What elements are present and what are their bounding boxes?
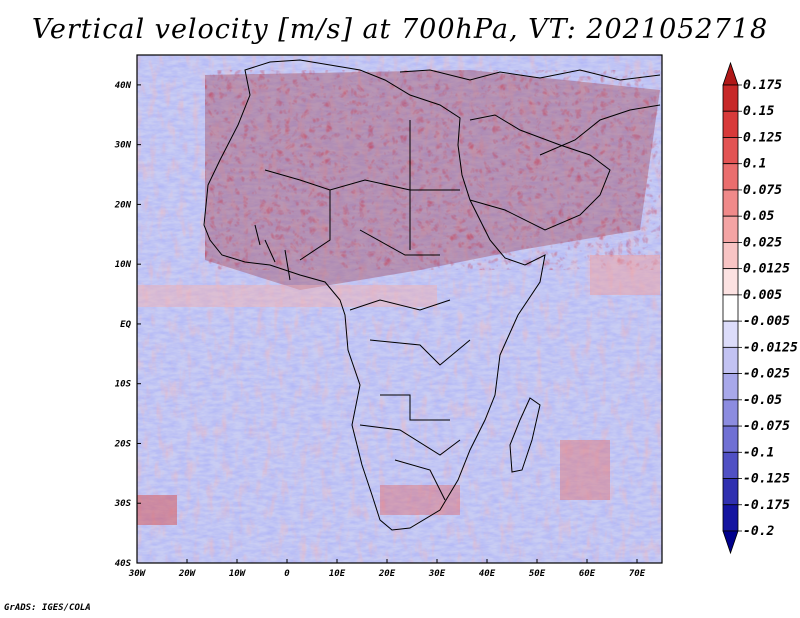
colorbar-label: -0.025 xyxy=(743,367,790,382)
colorbar-label: -0.0125 xyxy=(743,340,798,355)
lat-tick-label: 20N xyxy=(114,200,132,210)
colorbar-box xyxy=(722,320,739,348)
lon-tick-label: 20E xyxy=(378,569,396,579)
lat-tick-label: 10S xyxy=(115,380,132,390)
lon-tick-label: 60E xyxy=(579,569,596,579)
colorbar-box xyxy=(722,110,739,138)
lon-tick-label: 20W xyxy=(178,569,197,579)
colorbar-box xyxy=(722,373,739,401)
colorbar-label: -0.075 xyxy=(743,419,790,434)
colorbar-box xyxy=(722,504,739,532)
lat-tick-label: 30S xyxy=(114,499,132,509)
colorbar-label: 0.125 xyxy=(743,130,782,145)
colorbar: 0.175 0.15 0.125 0.1 0.075 0.05 0.025 0.0125 0.0… xyxy=(722,61,798,555)
colorbar-box xyxy=(722,163,739,191)
chart-title: Vertical velocity [m/s] at 700hPa, VT: 2… xyxy=(31,14,769,45)
colorbar-box xyxy=(722,294,739,322)
colorbar-bottom-triangle xyxy=(722,530,739,555)
colorbar-label: -0.1 xyxy=(743,445,774,460)
colorbar-label: -0.05 xyxy=(743,393,782,408)
colorbar-box xyxy=(722,189,739,217)
colorbar-box xyxy=(722,451,739,479)
colorbar-label: 0.1 xyxy=(743,157,766,172)
colorbar-label: -0.2 xyxy=(743,524,774,539)
lat-tick-label: EQ xyxy=(120,320,131,330)
grads-credit: GrADS: IGES/COLA xyxy=(4,603,91,613)
colorbar-label: 0.175 xyxy=(743,78,782,93)
colorbar-label: -0.005 xyxy=(743,314,790,329)
colorbar-box xyxy=(722,425,739,453)
lon-tick-label: 30E xyxy=(428,569,446,579)
lat-tick-label: 30N xyxy=(114,141,132,151)
colorbar-top-triangle xyxy=(722,61,739,86)
colorbar-box xyxy=(722,215,739,243)
lon-tick-label: 0 xyxy=(284,569,290,579)
colorbar-box xyxy=(722,84,739,112)
colorbar-box xyxy=(722,399,739,427)
lon-tick-label: 50E xyxy=(529,569,546,579)
colorbar-label: 0.075 xyxy=(743,183,782,198)
colorbar-box xyxy=(722,346,739,374)
colorbar-label: 0.15 xyxy=(743,104,774,119)
colorbar-label: 0.025 xyxy=(743,235,782,250)
colorbar-box xyxy=(722,268,739,296)
lon-tick-label: 70E xyxy=(629,569,646,579)
colorbar-box xyxy=(722,242,739,270)
colorbar-label: -0.175 xyxy=(743,498,790,513)
velocity-field xyxy=(137,55,662,563)
lat-tick-label: 40S xyxy=(115,559,132,569)
lat-tick-label: 10N xyxy=(115,260,132,270)
lat-tick-label: 20S xyxy=(114,439,132,449)
lon-tick-label: 10E xyxy=(329,569,346,579)
lon-tick-label: 10W xyxy=(229,569,247,579)
colorbar-label: 0.005 xyxy=(743,288,782,303)
colorbar-label: 0.05 xyxy=(743,209,774,224)
colorbar-box xyxy=(722,137,739,165)
coastlines xyxy=(203,59,661,531)
lon-tick-label: 30W xyxy=(128,569,147,579)
lon-tick-label: 40E xyxy=(479,569,496,579)
colorbar-box xyxy=(722,478,739,506)
lat-tick-label: 40N xyxy=(115,81,132,91)
colorbar-label: -0.125 xyxy=(743,472,790,487)
colorbar-label: 0.0125 xyxy=(743,262,790,277)
plot-frame xyxy=(136,54,663,564)
